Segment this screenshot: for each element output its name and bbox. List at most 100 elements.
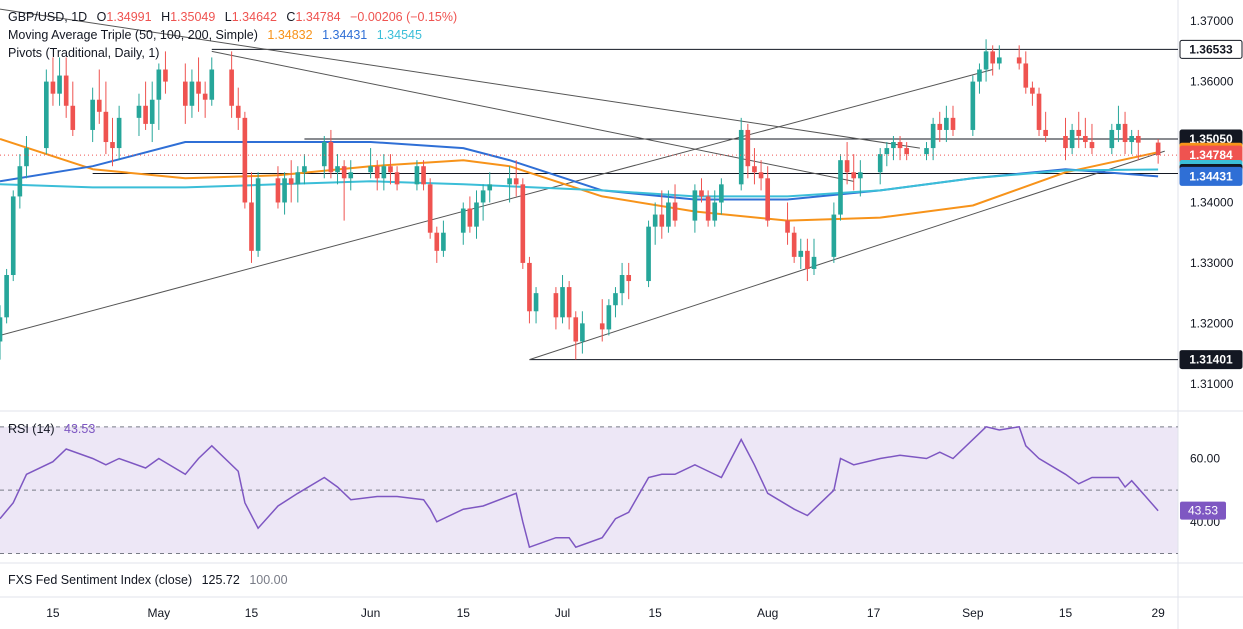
candle[interactable] (235, 87, 241, 130)
candle-body[interactable] (96, 99, 102, 112)
candle[interactable] (335, 154, 340, 185)
candle[interactable] (182, 63, 188, 124)
candle[interactable] (116, 105, 122, 161)
candle-body[interactable] (189, 81, 195, 106)
candle-body[interactable] (897, 142, 903, 149)
candle-body[interactable] (1043, 129, 1048, 136)
candle-body[interactable] (705, 196, 711, 221)
candle[interactable] (977, 63, 982, 94)
candle[interactable] (507, 166, 512, 203)
candle-body[interactable] (977, 69, 982, 82)
candle[interactable] (758, 160, 764, 191)
candle-body[interactable] (527, 262, 532, 312)
candle-body[interactable] (996, 57, 1002, 64)
candle-body[interactable] (0, 317, 3, 342)
candle-body[interactable] (1069, 129, 1075, 149)
candle[interactable] (103, 81, 109, 155)
candles[interactable] (0, 39, 1161, 360)
candle[interactable] (692, 184, 698, 233)
candle[interactable] (348, 160, 354, 191)
symbol-label[interactable]: GBP/USD, 1D (8, 10, 87, 24)
candle[interactable] (626, 262, 632, 300)
candle[interactable] (196, 57, 201, 112)
candle-body[interactable] (745, 129, 751, 167)
candle[interactable] (189, 69, 195, 118)
candle[interactable] (877, 148, 883, 185)
candle-body[interactable] (699, 190, 704, 197)
candle-body[interactable] (758, 172, 764, 179)
candle[interactable] (1030, 81, 1035, 106)
candle[interactable] (163, 51, 168, 94)
candle[interactable] (805, 238, 810, 282)
candle-body[interactable] (1135, 135, 1141, 143)
candle[interactable] (50, 57, 56, 106)
candle-body[interactable] (4, 275, 9, 318)
candle[interactable] (560, 275, 565, 324)
candle[interactable] (368, 148, 373, 179)
candle-body[interactable] (116, 117, 122, 149)
candle[interactable] (712, 190, 718, 227)
candle-body[interactable] (805, 250, 810, 269)
candle-body[interactable] (798, 250, 804, 257)
candle[interactable] (96, 69, 102, 124)
candle-body[interactable] (560, 287, 565, 318)
candle[interactable] (533, 287, 539, 324)
candle[interactable] (209, 57, 215, 106)
candle-body[interactable] (692, 190, 698, 221)
candle[interactable] (599, 299, 605, 342)
candle-body[interactable] (937, 123, 943, 130)
candle-body[interactable] (619, 275, 625, 294)
candle[interactable] (4, 268, 9, 324)
candle[interactable] (513, 160, 519, 197)
candle[interactable] (441, 220, 446, 257)
candle-body[interactable] (163, 69, 168, 82)
candle-body[interactable] (249, 202, 254, 251)
candle-body[interactable] (421, 166, 426, 185)
candle-body[interactable] (235, 105, 241, 118)
candle-body[interactable] (460, 208, 466, 233)
candle[interactable] (996, 45, 1002, 70)
candle[interactable] (1023, 51, 1029, 94)
candle[interactable] (24, 135, 29, 179)
candle-body[interactable] (10, 196, 16, 276)
candle-body[interactable] (513, 178, 519, 185)
candle-body[interactable] (110, 142, 115, 149)
candle-body[interactable] (752, 166, 757, 173)
candle[interactable] (255, 172, 261, 257)
candle-body[interactable] (229, 69, 234, 106)
candle-body[interactable] (1116, 123, 1121, 130)
candle[interactable] (1109, 123, 1115, 155)
candle-body[interactable] (1036, 93, 1042, 130)
candle[interactable] (719, 178, 724, 215)
candle[interactable] (1083, 117, 1088, 149)
candle-body[interactable] (719, 184, 724, 203)
candle[interactable] (1036, 87, 1042, 136)
candle-body[interactable] (136, 105, 142, 118)
candle[interactable] (553, 287, 559, 330)
candle-body[interactable] (480, 190, 486, 203)
candle[interactable] (17, 154, 23, 209)
candle[interactable] (606, 299, 612, 336)
candle[interactable] (613, 287, 618, 318)
candle[interactable] (811, 238, 817, 276)
candle-body[interactable] (1129, 135, 1134, 143)
candle-body[interactable] (652, 214, 658, 227)
candle-body[interactable] (335, 166, 340, 173)
candle[interactable] (70, 81, 76, 136)
candle-body[interactable] (533, 293, 539, 312)
candle[interactable] (745, 123, 751, 179)
candle[interactable] (1069, 123, 1075, 155)
legend-line-ma[interactable]: Moving Average Triple (50, 100, 200, Sim… (8, 28, 422, 42)
candle-body[interactable] (381, 166, 387, 179)
candle-body[interactable] (302, 166, 307, 173)
candle[interactable] (884, 142, 890, 167)
candle[interactable] (321, 135, 327, 179)
candle[interactable] (149, 81, 155, 143)
candle[interactable] (288, 160, 294, 203)
candle[interactable] (983, 39, 989, 82)
candle[interactable] (672, 184, 678, 227)
candle-body[interactable] (838, 160, 843, 215)
rsi-legend[interactable]: RSI (14) 43.53 (8, 422, 95, 436)
candle-body[interactable] (1023, 63, 1029, 88)
candle[interactable] (302, 154, 307, 185)
